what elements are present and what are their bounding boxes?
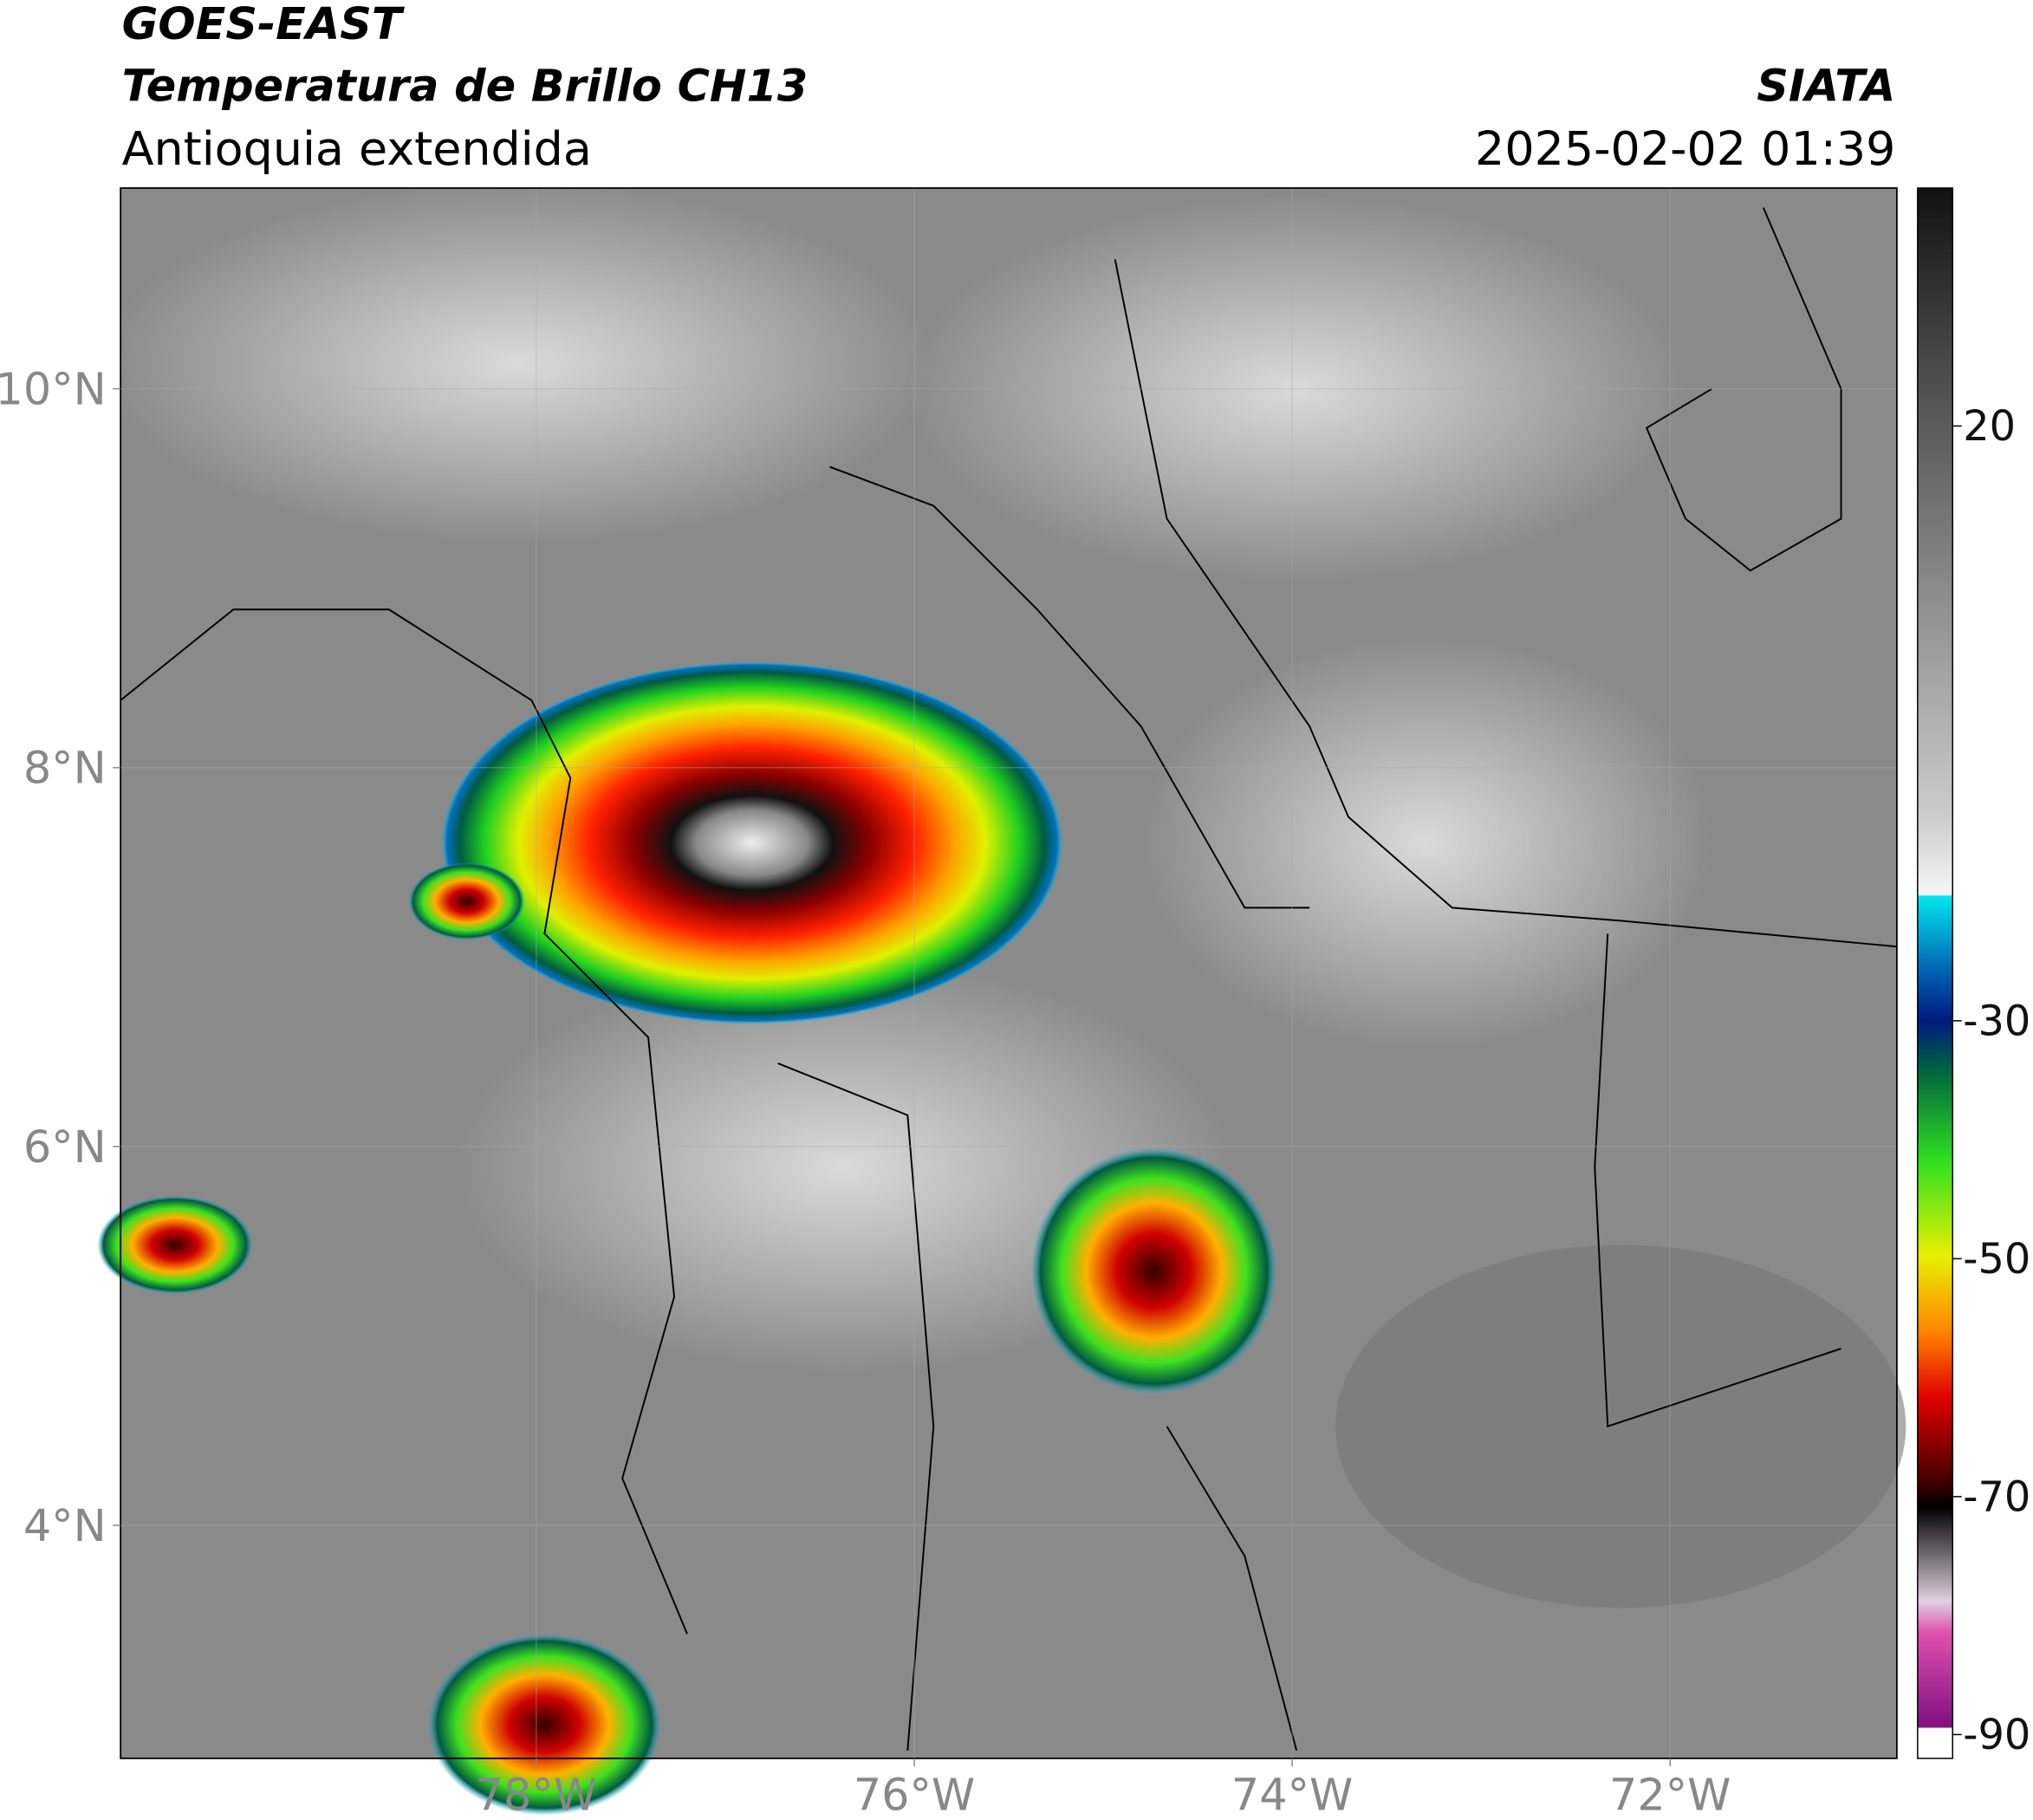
- title: GOES-EAST: [122, 0, 406, 49]
- colorbar-tick-label: 20: [1963, 403, 2016, 451]
- source: SIATA: [1757, 61, 1895, 112]
- datetime: 2025-02-02 01:39: [1475, 121, 1895, 176]
- borders: [120, 207, 1897, 1752]
- map: [97, 181, 1906, 1816]
- region: Antioquia extendida: [122, 121, 592, 176]
- storm: [1030, 1147, 1277, 1394]
- y-tick-label: 4°N: [23, 1500, 107, 1551]
- y-tick-label: 6°N: [23, 1121, 107, 1173]
- x-tick-label: 76°W: [854, 1770, 975, 1820]
- cloud: [1335, 1245, 1906, 1609]
- subtitle: Temperatura de Brillo CH13: [122, 61, 809, 112]
- x-tick-label: 78°W: [476, 1770, 597, 1820]
- cloud: [103, 181, 934, 545]
- colorbar-tick-label: -70: [1963, 1473, 2030, 1521]
- colorbar-tick-label: -50: [1963, 1236, 2030, 1284]
- colorbar-tick-label: -30: [1963, 998, 2030, 1045]
- y-tick-label: 10°N: [0, 364, 107, 415]
- storm: [97, 1195, 253, 1295]
- storm: [440, 661, 1063, 1025]
- cloud: [1140, 635, 1711, 1050]
- colorbar-tick-label: -90: [1963, 1712, 2030, 1759]
- storm: [427, 1634, 662, 1816]
- storm: [408, 862, 525, 940]
- y-tick-label: 8°N: [23, 743, 107, 794]
- map-frame: [120, 187, 1898, 1759]
- x-tick-label: 72°W: [1609, 1770, 1731, 1820]
- x-tick-label: 74°W: [1231, 1770, 1353, 1820]
- colorbar: [1917, 187, 1953, 1759]
